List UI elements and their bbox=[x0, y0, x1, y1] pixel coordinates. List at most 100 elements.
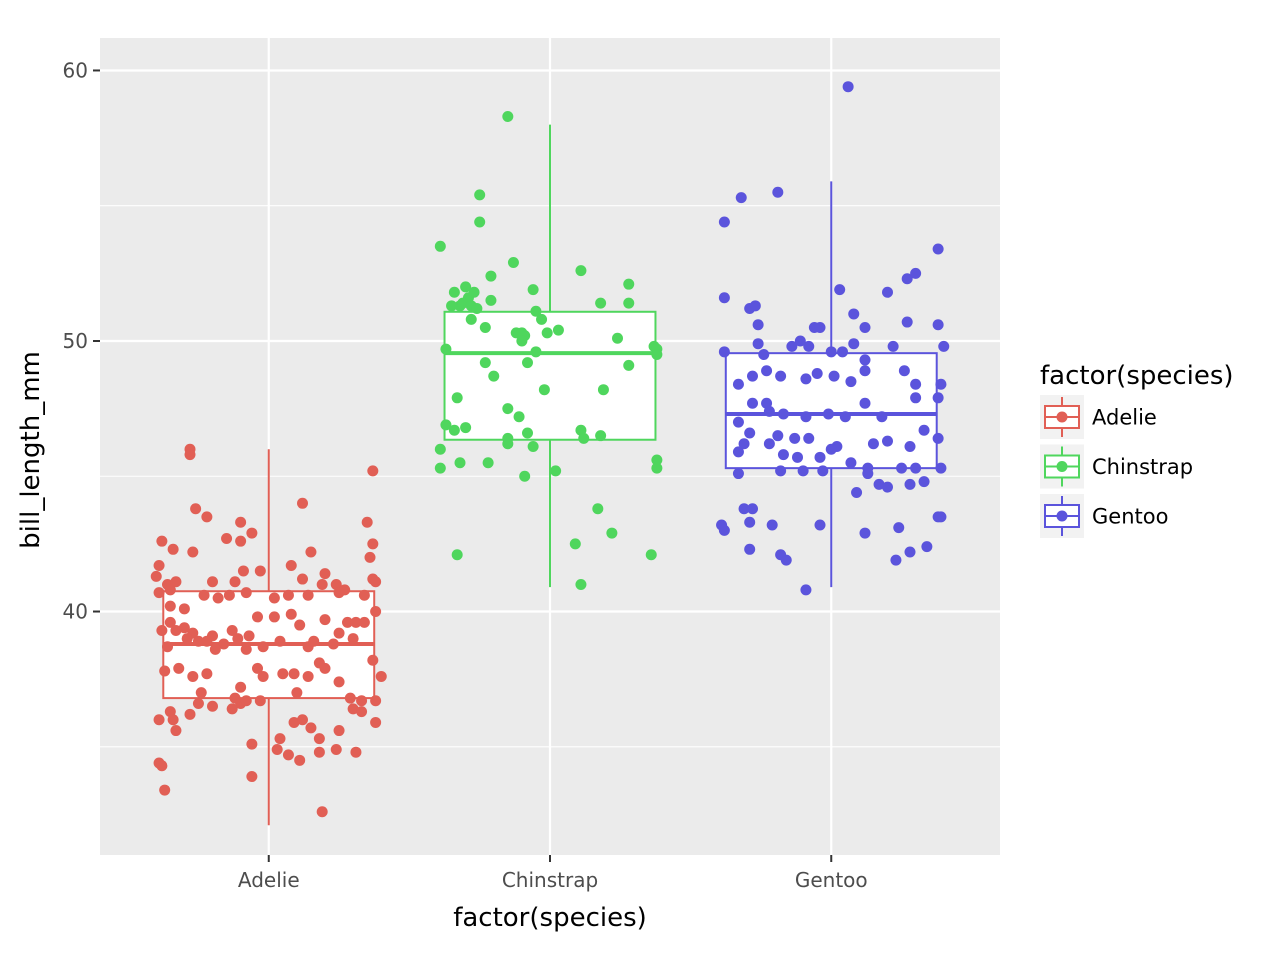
data-point bbox=[775, 465, 787, 477]
data-point bbox=[786, 340, 798, 352]
data-point bbox=[718, 292, 730, 304]
data-point bbox=[361, 516, 373, 528]
data-point bbox=[651, 462, 663, 474]
data-point bbox=[350, 746, 362, 758]
data-point bbox=[192, 698, 204, 710]
data-point bbox=[882, 286, 893, 298]
data-point bbox=[777, 449, 789, 461]
data-point bbox=[181, 633, 193, 645]
data-point bbox=[246, 738, 258, 750]
data-point bbox=[882, 435, 893, 447]
x-tick-label: Adelie bbox=[238, 868, 300, 892]
data-point bbox=[800, 373, 812, 385]
data-point bbox=[623, 359, 635, 371]
data-point bbox=[282, 589, 294, 601]
data-point bbox=[918, 424, 930, 436]
data-point bbox=[252, 662, 263, 674]
data-point bbox=[162, 641, 173, 653]
data-point bbox=[285, 608, 297, 620]
data-point bbox=[932, 432, 944, 444]
data-point bbox=[440, 343, 452, 355]
data-point bbox=[845, 376, 857, 388]
data-point bbox=[918, 476, 930, 488]
legend-key-point bbox=[1056, 461, 1068, 472]
points-gentoo bbox=[716, 81, 950, 596]
data-point bbox=[330, 743, 342, 755]
data-point bbox=[845, 457, 857, 469]
data-point bbox=[595, 430, 607, 442]
data-point bbox=[550, 465, 562, 477]
data-point bbox=[901, 316, 913, 328]
data-point bbox=[474, 216, 486, 228]
data-point bbox=[333, 725, 345, 737]
data-point bbox=[434, 240, 446, 252]
data-point bbox=[246, 527, 258, 539]
data-point bbox=[375, 670, 387, 682]
data-point bbox=[159, 784, 171, 796]
data-point bbox=[527, 441, 539, 452]
data-point bbox=[471, 303, 483, 315]
data-point bbox=[350, 616, 362, 628]
data-point bbox=[752, 338, 764, 350]
data-point bbox=[761, 365, 773, 377]
data-point bbox=[502, 110, 514, 122]
data-point bbox=[898, 365, 910, 377]
data-point bbox=[718, 216, 730, 228]
data-point bbox=[316, 578, 328, 590]
data-point bbox=[516, 327, 528, 339]
data-point bbox=[153, 560, 165, 572]
data-point bbox=[192, 635, 204, 647]
data-point bbox=[800, 411, 812, 423]
legend-item-adelie: Adelie bbox=[1040, 395, 1157, 439]
legend-label: Gentoo bbox=[1092, 505, 1168, 529]
data-point bbox=[207, 700, 218, 712]
data-point bbox=[893, 522, 905, 534]
jitter-points bbox=[150, 81, 950, 818]
data-point bbox=[257, 670, 269, 682]
data-point bbox=[623, 297, 635, 309]
legend-item-chinstrap: Chinstrap bbox=[1040, 444, 1193, 489]
data-point bbox=[775, 370, 787, 382]
data-point bbox=[282, 749, 294, 761]
data-point bbox=[904, 546, 916, 558]
data-point bbox=[474, 189, 486, 201]
data-point bbox=[305, 546, 317, 558]
data-point bbox=[316, 806, 328, 818]
data-point bbox=[921, 541, 933, 553]
data-point bbox=[150, 570, 162, 582]
data-point bbox=[370, 695, 382, 707]
data-point bbox=[851, 486, 863, 498]
data-point bbox=[274, 635, 286, 647]
data-point bbox=[502, 403, 514, 415]
data-point bbox=[294, 754, 306, 766]
y-axis-title: bill_length_mm bbox=[16, 351, 46, 549]
legend-item-gentoo: Gentoo bbox=[1040, 494, 1168, 538]
data-point bbox=[859, 365, 871, 377]
data-point bbox=[218, 638, 230, 650]
data-point bbox=[356, 706, 368, 718]
data-point bbox=[201, 668, 213, 680]
data-point bbox=[240, 695, 252, 707]
data-point bbox=[294, 619, 306, 631]
data-point bbox=[448, 424, 460, 436]
data-point bbox=[904, 478, 916, 490]
data-point bbox=[789, 432, 801, 444]
data-point bbox=[274, 733, 286, 745]
data-point bbox=[935, 378, 947, 390]
data-point bbox=[732, 378, 744, 390]
legend: factor(species) Adelie Chinstrap Gentoo bbox=[1040, 361, 1234, 538]
data-point bbox=[167, 543, 179, 555]
data-point bbox=[288, 716, 300, 728]
data-point bbox=[758, 349, 770, 361]
data-point bbox=[859, 321, 871, 333]
data-point bbox=[651, 349, 663, 361]
data-point bbox=[597, 384, 609, 396]
axes: 40 50 60 Adelie Chinstrap Gentoo bbox=[63, 58, 868, 892]
data-point bbox=[910, 462, 922, 474]
data-point bbox=[513, 411, 525, 423]
data-point bbox=[291, 687, 303, 699]
data-point bbox=[333, 676, 345, 688]
data-point bbox=[882, 481, 893, 493]
data-point bbox=[552, 324, 564, 336]
